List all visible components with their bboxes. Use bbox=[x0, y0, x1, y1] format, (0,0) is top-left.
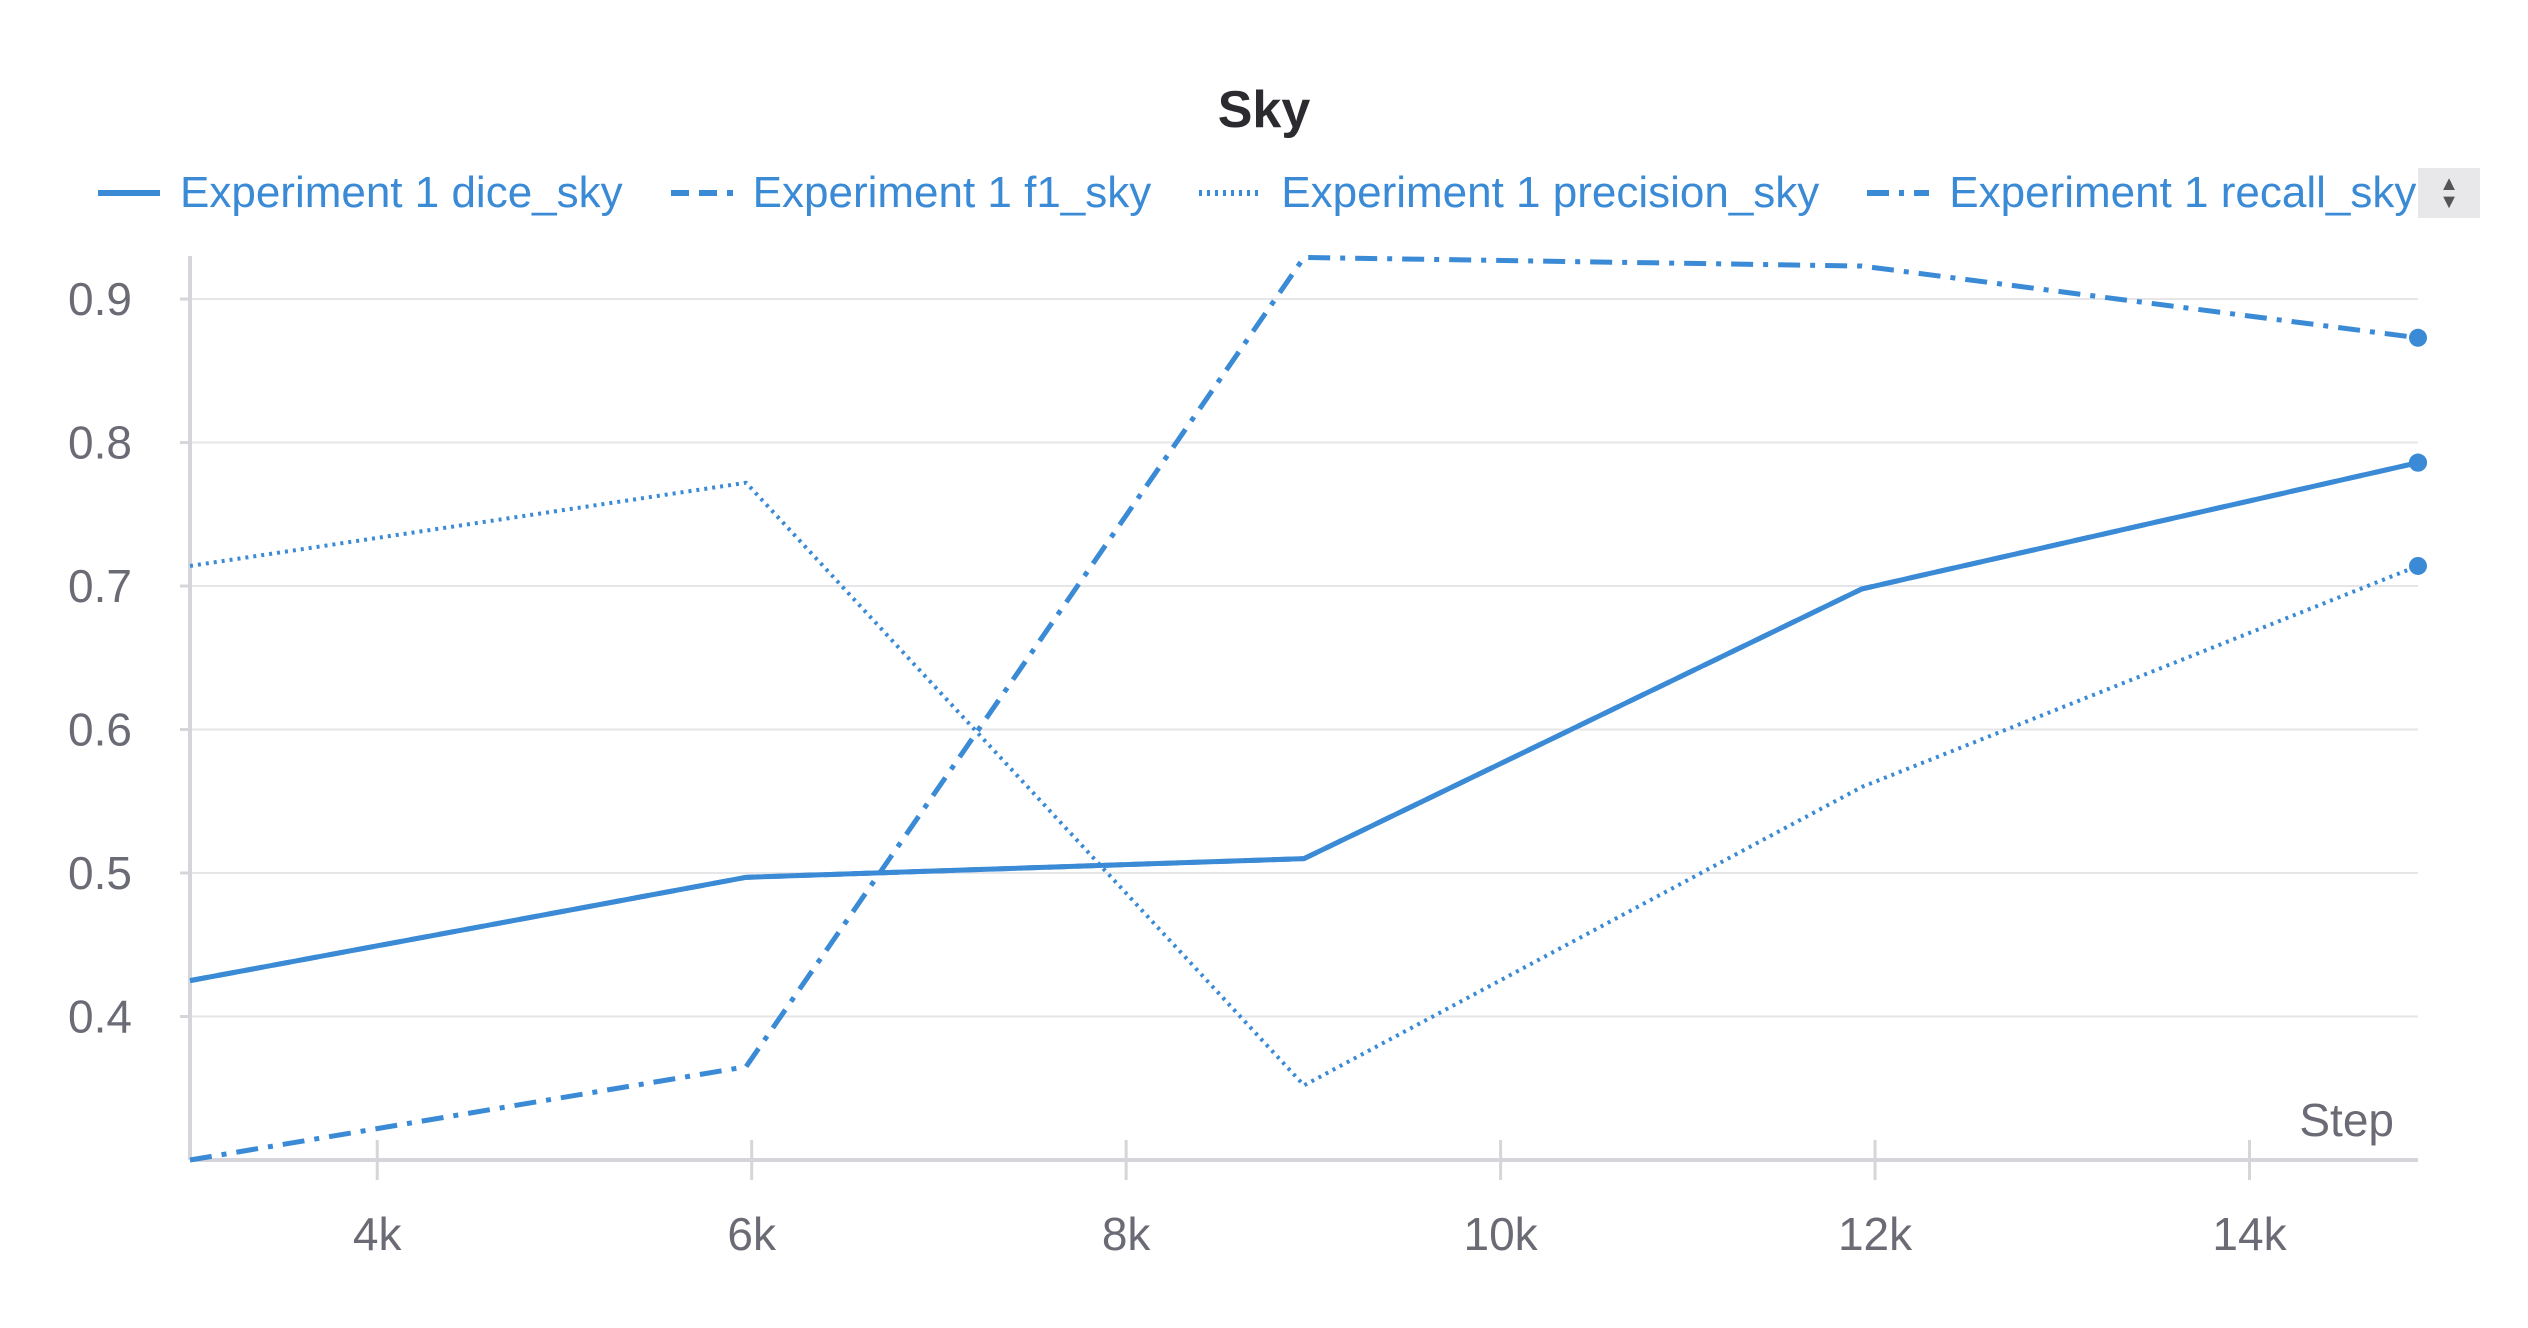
legend-swatch bbox=[98, 190, 160, 196]
x-axis-title: Step bbox=[2299, 1094, 2394, 1146]
axes bbox=[180, 256, 2418, 1180]
legend-swatch bbox=[1199, 190, 1262, 196]
legend-label: Experiment 1 recall_sky bbox=[1949, 168, 2417, 217]
y-tick-label: 0.6 bbox=[68, 704, 132, 756]
x-tick-label: 6k bbox=[727, 1208, 777, 1260]
y-tick-label: 0.8 bbox=[68, 417, 132, 469]
legend-label: Experiment 1 f1_sky bbox=[752, 168, 1152, 217]
series-end-point-4 bbox=[2409, 328, 2427, 347]
scroll-up-icon[interactable]: ▲ bbox=[2439, 173, 2459, 195]
y-tick-label: 0.7 bbox=[68, 560, 132, 612]
x-tick-label: 12k bbox=[1838, 1208, 1913, 1260]
y-tick-label: 0.4 bbox=[68, 991, 132, 1043]
legend-item-4[interactable]: Experiment 1 recall_sky bbox=[1865, 168, 2416, 218]
legend-item-2[interactable]: Experiment 1 f1_sky bbox=[669, 168, 1152, 218]
chart-title: Sky bbox=[1217, 81, 1311, 139]
legend-swatch bbox=[1867, 190, 1930, 196]
y-tick-label: 0.5 bbox=[68, 847, 132, 899]
legend-label: Experiment 1 dice_sky bbox=[180, 168, 623, 217]
scroll-down-icon[interactable]: ▼ bbox=[2439, 191, 2459, 213]
series-line-2 bbox=[189, 460, 2419, 984]
x-tick-label: 4k bbox=[353, 1208, 403, 1260]
grid-lines bbox=[190, 298, 2418, 1018]
legend-label: Experiment 1 precision_sky bbox=[1281, 168, 1820, 217]
x-tick-label: 10k bbox=[1464, 1208, 1539, 1260]
y-tick-label: 0.9 bbox=[68, 273, 132, 325]
series-end-point-2 bbox=[2409, 453, 2427, 472]
series-end-point-3 bbox=[2409, 556, 2427, 575]
legend-item-1[interactable]: Experiment 1 dice_sky bbox=[96, 168, 623, 218]
x-tick-label: 8k bbox=[1102, 1208, 1152, 1260]
legend-scroll-control[interactable]: ▲ ▼ bbox=[2418, 168, 2480, 218]
x-tick-label: 14k bbox=[2212, 1208, 2287, 1260]
legend-swatch bbox=[670, 190, 733, 196]
series-layer bbox=[189, 254, 2427, 1163]
series-line-4 bbox=[189, 254, 2419, 1163]
tick-labels: 0.4 0.5 0.6 0.7 0.8 0.9 4k 6k 8k 10k 12k 14k Step bbox=[68, 273, 2394, 1260]
chart-legend: Experiment 1 dice_sky Experiment 1 f1_sky… bbox=[96, 168, 2462, 218]
legend-item-3[interactable]: Experiment 1 precision_sky bbox=[1197, 168, 1819, 218]
series-line-3 bbox=[189, 480, 2419, 1088]
